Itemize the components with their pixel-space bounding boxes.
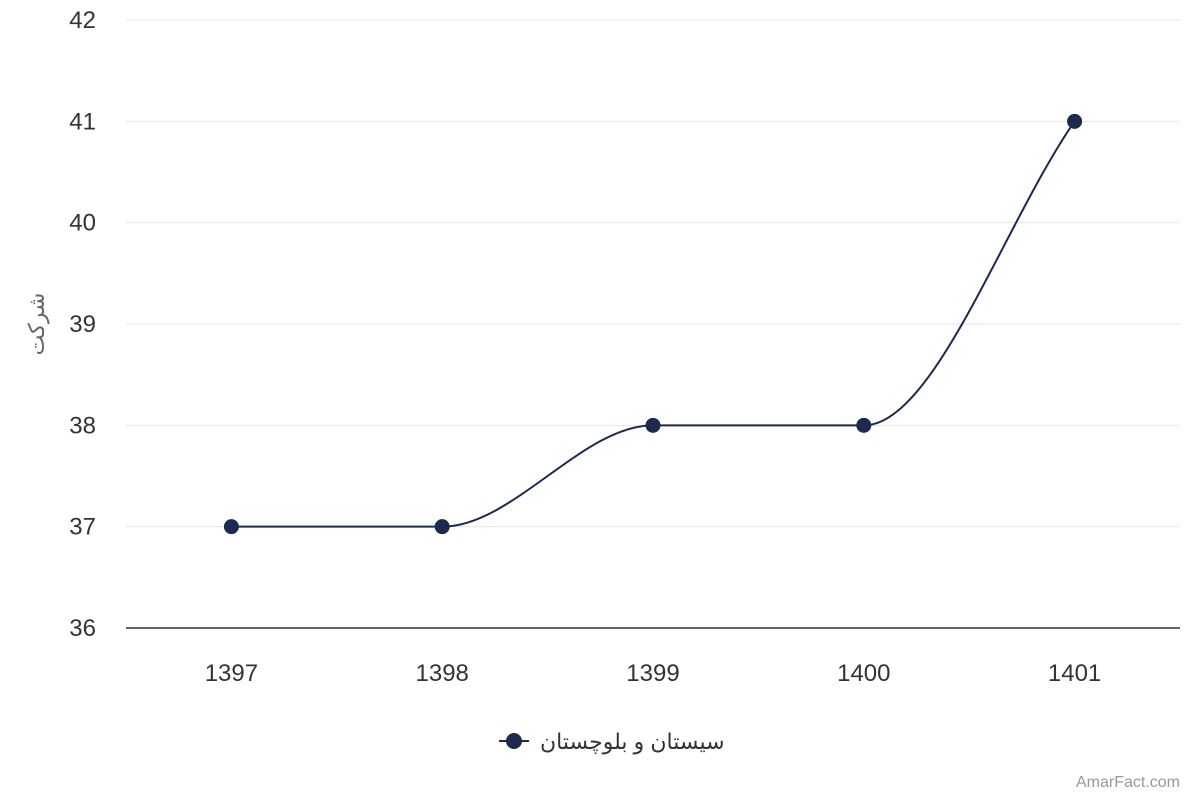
legend-label[interactable]: سیستان و بلوچستان <box>540 729 725 754</box>
y-tick-label: 38 <box>69 412 96 439</box>
credit-link[interactable]: AmarFact.com <box>1075 774 1180 791</box>
y-tick-label: 36 <box>69 615 96 642</box>
data-point <box>645 417 661 433</box>
x-tick-label: 1401 <box>1048 660 1101 687</box>
x-tick-label: 1399 <box>626 660 679 687</box>
y-tick-label: 39 <box>69 311 96 338</box>
data-point <box>1067 113 1083 129</box>
y-axis-tick-labels: 36 37 38 39 40 41 42 <box>69 7 96 642</box>
series-layer <box>223 113 1083 535</box>
x-tick-label: 1398 <box>416 660 469 687</box>
y-tick-label: 37 <box>69 514 96 541</box>
legend[interactable]: سیستان و بلوچستان <box>499 729 725 754</box>
y-axis-title: شرکت <box>24 293 49 356</box>
x-axis-tick-labels: 1397 1398 1399 1400 1401 <box>205 660 1102 687</box>
y-tick-label: 40 <box>69 210 96 237</box>
x-tick-label: 1400 <box>837 660 890 687</box>
x-tick-label: 1397 <box>205 660 258 687</box>
y-tick-label: 42 <box>69 7 96 34</box>
legend-dot-marker <box>506 733 522 749</box>
gridlines <box>126 19 1180 528</box>
data-point <box>434 519 450 535</box>
data-point <box>223 519 239 535</box>
data-point <box>856 417 872 433</box>
y-tick-label: 41 <box>69 108 96 135</box>
series-line <box>231 120 1076 528</box>
